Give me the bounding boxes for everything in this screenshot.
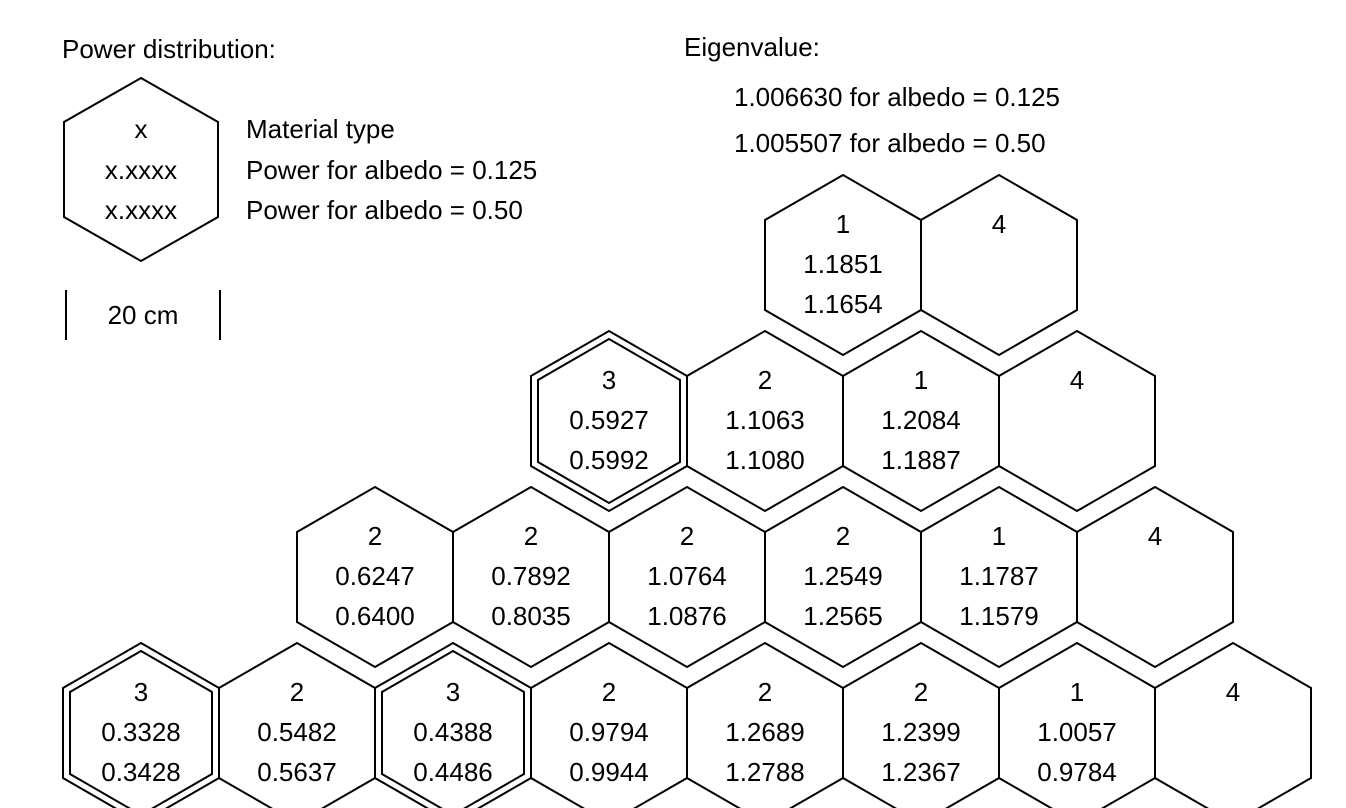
hex-power-albedo-0125: 1.2549: [803, 561, 883, 591]
hex-power-albedo-050: 1.1654: [803, 289, 883, 319]
hex-power-albedo-0125: 1.2399: [881, 717, 961, 747]
hex-power-albedo-050: 0.8035: [491, 601, 571, 631]
hex-cell: 1 1.2084 1.1887: [842, 329, 1000, 513]
hex-cell-double-border: [69, 649, 213, 808]
scale-bar-label: 20 cm: [108, 300, 179, 330]
hex-cell: 2 1.1063 1.1080: [686, 329, 844, 513]
hex-power-albedo-050: 1.1579: [959, 601, 1039, 631]
hex-material-type: 4: [1070, 365, 1084, 395]
hex-cell: 1 1.1787 1.1579: [920, 485, 1078, 669]
hex-power-albedo-0125: 1.1063: [725, 405, 805, 435]
hex-power-albedo-050: 1.2367: [881, 757, 961, 787]
legend-power-050-label: Power for albedo = 0.50: [246, 195, 523, 225]
hex-material-type: 4: [992, 209, 1006, 239]
hex-power-albedo-0125: 1.1851: [803, 249, 883, 279]
hex-cell: 2 0.9794 0.9944: [530, 641, 688, 808]
legend-material-placeholder: x: [135, 114, 148, 144]
hex-cell-outline: [1076, 485, 1234, 669]
hex-power-albedo-050: 1.2565: [803, 601, 883, 631]
hex-power-albedo-0125: 0.3328: [101, 717, 181, 747]
hex-power-albedo-050: 0.5992: [569, 445, 649, 475]
hex-material-type: 2: [524, 521, 538, 551]
hex-material-type: 4: [1226, 677, 1240, 707]
hex-cell: 2 1.2549 1.2565: [764, 485, 922, 669]
hex-cell: 1 1.0057 0.9784: [998, 641, 1156, 808]
hex-material-type: 1: [836, 209, 850, 239]
hex-power-albedo-050: 1.1887: [881, 445, 961, 475]
hex-cell: 2 1.0764 1.0876: [608, 485, 766, 669]
eigenvalue-line-2: 1.005507 for albedo = 0.50: [734, 128, 1046, 158]
hex-power-albedo-0125: 1.1787: [959, 561, 1039, 591]
hex-power-albedo-050: 1.2788: [725, 757, 805, 787]
hex-power-albedo-0125: 1.2689: [725, 717, 805, 747]
hex-power-albedo-0125: 0.6247: [335, 561, 415, 591]
hex-power-albedo-050: 0.5637: [257, 757, 337, 787]
hex-power-albedo-050: 0.6400: [335, 601, 415, 631]
hex-cell: 1 1.1851 1.1654: [764, 173, 922, 357]
hex-cell: 2 0.6247 0.6400: [296, 485, 454, 669]
hex-cell: 2 0.5482 0.5637: [218, 641, 376, 808]
power-distribution-title: Power distribution:: [62, 34, 276, 64]
hex-cell-double-border: [381, 649, 525, 808]
hex-cell-double-border: [537, 337, 681, 505]
hex-power-albedo-0125: 0.5482: [257, 717, 337, 747]
hex-material-type: 2: [290, 677, 304, 707]
hex-power-albedo-0125: 0.5927: [569, 405, 649, 435]
hex-material-type: 2: [836, 521, 850, 551]
hex-grid: 1 1.1851 1.1654 4 3 0.5927 0.5992 2 1.1063 1.1080…: [62, 173, 1312, 808]
hex-cell: 3 0.4388 0.4486: [374, 641, 532, 808]
hex-cell: 3 0.5927 0.5992: [530, 329, 688, 513]
hex-cell: 2 1.2689 1.2788: [686, 641, 844, 808]
hex-cell: 4: [998, 329, 1156, 513]
hex-cell: 2 0.7892 0.8035: [452, 485, 610, 669]
hex-power-albedo-0125: 0.9794: [569, 717, 649, 747]
hex-material-type: 2: [602, 677, 616, 707]
hex-power-albedo-0125: 0.4388: [413, 717, 493, 747]
hex-power-albedo-050: 0.3428: [101, 757, 181, 787]
hex-power-albedo-0125: 1.2084: [881, 405, 961, 435]
hex-cell-outline: [998, 329, 1156, 513]
hex-material-type: 2: [368, 521, 382, 551]
legend-hexagon: x x.xxxx x.xxxx: [63, 76, 219, 263]
hex-material-type: 3: [602, 365, 616, 395]
hex-cell: 4: [1076, 485, 1234, 669]
hex-material-type: 1: [992, 521, 1006, 551]
hex-cell-outline: [1154, 641, 1312, 808]
hex-power-albedo-0125: 0.7892: [491, 561, 571, 591]
legend-material-type-label: Material type: [246, 114, 395, 144]
scale-bar: [65, 290, 221, 340]
hex-power-albedo-050: 0.9784: [1037, 757, 1117, 787]
hex-power-albedo-050: 0.4486: [413, 757, 493, 787]
hex-cell-outline: [920, 173, 1078, 357]
hex-material-type: 1: [914, 365, 928, 395]
hex-cell: 4: [1154, 641, 1312, 808]
hex-material-type: 3: [134, 677, 148, 707]
hex-material-type: 2: [758, 677, 772, 707]
hex-cell: 3 0.3328 0.3428: [62, 641, 220, 808]
hex-power-albedo-050: 1.0876: [647, 601, 727, 631]
hex-power-albedo-0125: 1.0764: [647, 561, 727, 591]
hex-cell: 2 1.2399 1.2367: [842, 641, 1000, 808]
hex-cell: 4: [920, 173, 1078, 357]
hex-power-albedo-0125: 1.0057: [1037, 717, 1117, 747]
eigenvalue-title: Eigenvalue:: [684, 32, 820, 62]
hex-power-albedo-050: 0.9944: [569, 757, 649, 787]
eigenvalue-line-1: 1.006630 for albedo = 0.125: [734, 82, 1060, 112]
hex-material-type: 1: [1070, 677, 1084, 707]
hex-material-type: 4: [1148, 521, 1162, 551]
hex-material-type: 2: [680, 521, 694, 551]
legend-power-placeholder-1: x.xxxx: [105, 155, 177, 185]
legend-power-0125-label: Power for albedo = 0.125: [246, 155, 537, 185]
hex-power-albedo-050: 1.1080: [725, 445, 805, 475]
hex-material-type: 2: [914, 677, 928, 707]
hex-material-type: 3: [446, 677, 460, 707]
hex-material-type: 2: [758, 365, 772, 395]
legend-power-placeholder-2: x.xxxx: [105, 195, 177, 225]
